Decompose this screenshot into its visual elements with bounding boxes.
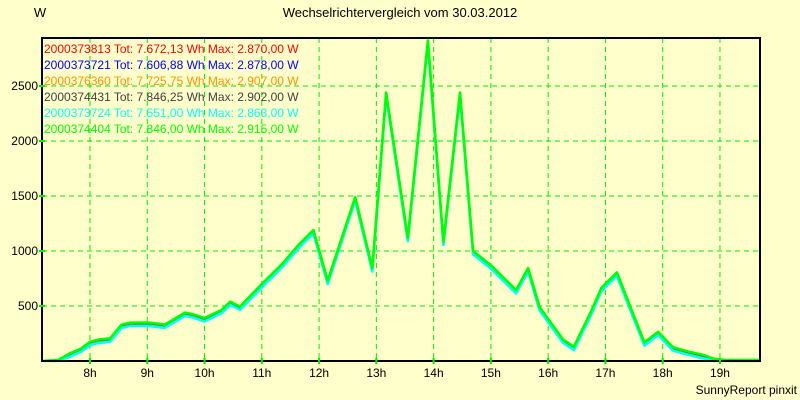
legend-item-2000373721: 2000373721 Tot: 7.606,88 Wh Max: 2.878,0… — [44, 58, 299, 72]
x-tick-label: 16h — [538, 366, 559, 380]
x-tick-label: 9h — [140, 366, 154, 380]
legend-item-2000376360: 2000376360 Tot: 7.725,75 Wh Max: 2.907,0… — [44, 74, 299, 88]
x-tick-label: 12h — [309, 366, 330, 380]
legend-item-2000373813: 2000373813 Tot: 7.672,13 Wh Max: 2.870,0… — [44, 42, 299, 56]
y-tick-label: 2500 — [11, 79, 38, 93]
x-tick-label: 15h — [480, 366, 501, 380]
y-tick-label: 2000 — [11, 134, 38, 148]
x-tick-label: 17h — [595, 366, 616, 380]
plot-border — [41, 37, 761, 362]
tick-marks — [39, 85, 721, 364]
y-axis-unit-label: W — [33, 5, 47, 20]
y-tick-label: 500 — [17, 299, 38, 313]
chart-title: Wechselrichtervergleich vom 30.03.2012 — [282, 5, 518, 20]
x-tick-label: 13h — [366, 366, 387, 380]
x-tick-label: 18h — [652, 366, 673, 380]
grid-layer — [42, 38, 760, 361]
x-tick-label: 19h — [709, 366, 730, 380]
legend: 2000373813 Tot: 7.672,13 Wh Max: 2.870,0… — [44, 41, 299, 137]
series-line-2000374404 — [42, 39, 761, 363]
legend-item-2000374431: 2000374431 Tot: 7.846,25 Wh Max: 2.902,0… — [44, 90, 299, 104]
x-tick-label: 10h — [194, 366, 215, 380]
x-tick-label: 11h — [252, 366, 272, 380]
y-tick-label: 1500 — [11, 189, 38, 203]
y-tick-label: 1000 — [11, 244, 38, 258]
x-tick-label: 14h — [423, 366, 444, 380]
series-layer — [42, 39, 761, 363]
watermark-text: SunnyReport pinxit — [695, 383, 797, 397]
legend-item-2000374404: 2000374404 Tot: 7.846,00 Wh Max: 2.915,0… — [44, 122, 299, 136]
x-tick-label: 8h — [83, 366, 97, 380]
legend-item-2000373724: 2000373724 Tot: 7.551,00 Wh Max: 2.863,0… — [44, 106, 299, 120]
